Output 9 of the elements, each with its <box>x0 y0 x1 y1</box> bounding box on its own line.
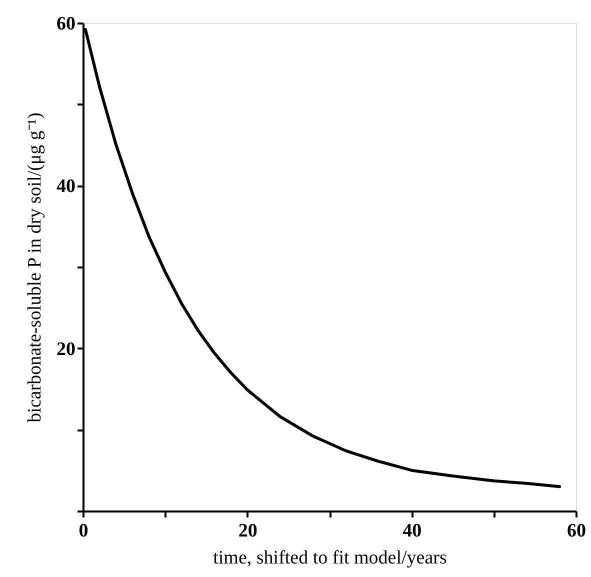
x-tick-label: 40 <box>402 520 422 542</box>
x-tick-label: 60 <box>567 520 586 542</box>
x-tick-label: 0 <box>78 520 88 542</box>
y-tick-label: 20 <box>56 338 76 360</box>
y-tick-label: 40 <box>56 176 76 198</box>
y-axis-title: bicarbonate-soluble P in dry soil/(μg g⁻¹) <box>24 112 46 422</box>
y-tick-label: 60 <box>56 14 76 34</box>
x-axis-title: time, shifted to fit model/years <box>213 548 447 568</box>
x-tick-label: 20 <box>238 520 258 542</box>
